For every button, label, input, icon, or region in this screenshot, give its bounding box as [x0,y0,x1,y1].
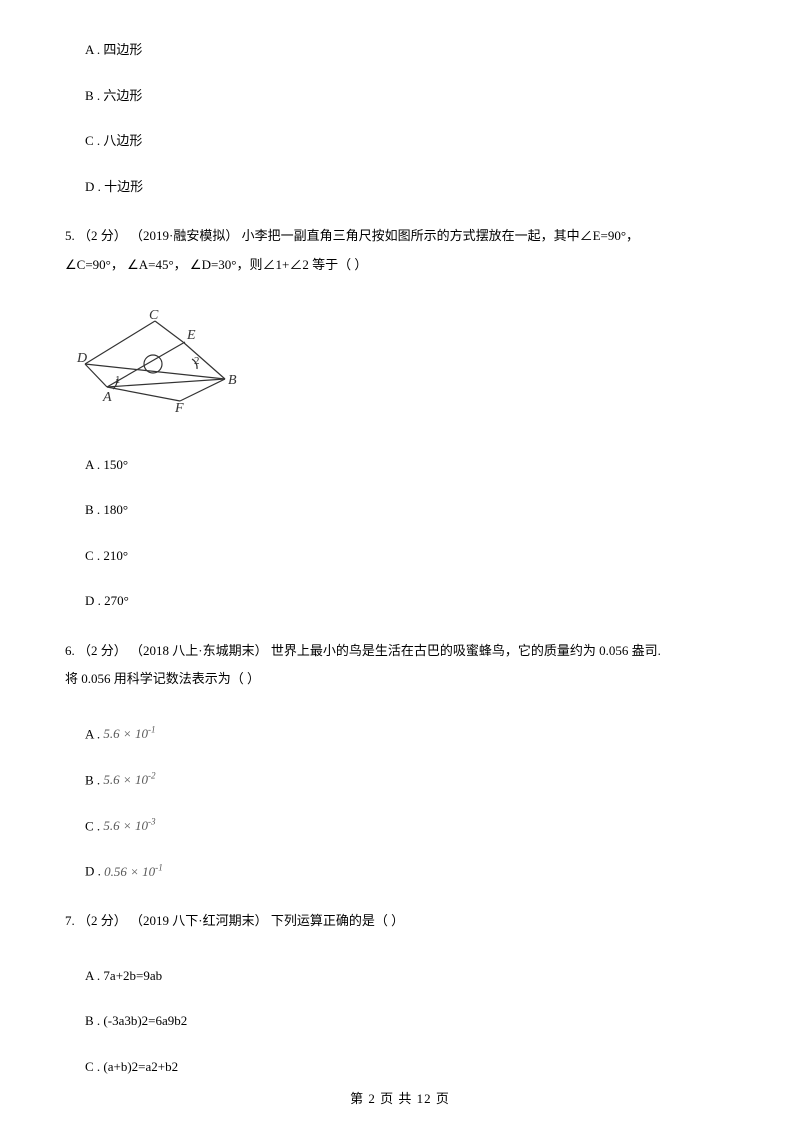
option-d: D . 十边形 [65,177,735,197]
q6-option-b: B . 5.6 × 10-2 [65,770,735,790]
q6-c-exp: -3 [148,817,156,827]
q7-option-c: C . (a+b)2=a2+b2 [65,1057,735,1077]
q6-d-prefix: D . [85,864,104,879]
q5-figure: C E D B A F 1 2 [75,309,735,425]
q6-option-c: C . 5.6 × 10-3 [65,816,735,836]
q6-a-exp: -1 [148,725,156,735]
q5-option-a: A . 150° [65,455,735,475]
q5-option-c: C . 210° [65,546,735,566]
q6-c-prefix: C . [85,818,103,833]
q6-d-exp: -1 [155,862,163,872]
option-a: A . 四边形 [65,40,735,60]
q6-b-prefix: B . [85,772,103,787]
q5-option-d: D . 270° [65,591,735,611]
label-ang1: 1 [115,374,121,386]
q7-option-a: A . 7a+2b=9ab [65,966,735,986]
page-footer: 第 2 页 共 12 页 [0,1089,800,1109]
q6-a-prefix: A . [85,726,103,741]
question-6-stem: 6. （2 分） （2018 八上·东城期末） 世界上最小的鸟是生活在古巴的吸蜜… [65,637,735,694]
label-ang2: 2 [194,355,200,367]
q5-line1: 5. （2 分） （2019·融安模拟） 小李把一副直角三角尺按如图所示的方式摆… [65,228,639,243]
question-5-stem: 5. （2 分） （2019·融安模拟） 小李把一副直角三角尺按如图所示的方式摆… [65,222,735,279]
label-B: B [228,373,237,388]
q5-option-b: B . 180° [65,500,735,520]
q6-line2: 将 0.056 用科学记数法表示为（ ） [65,671,260,686]
label-E: E [186,328,196,343]
q6-option-d: D . 0.56 × 10-1 [65,861,735,881]
option-b: B . 六边形 [65,86,735,106]
q6-c-math: 5.6 × 10 [103,818,148,833]
q6-b-math: 5.6 × 10 [103,772,148,787]
label-A: A [102,390,112,405]
q7-option-b: B . (-3a3b)2=6a9b2 [65,1011,735,1031]
q6-b-exp: -2 [148,771,156,781]
label-D: D [76,351,87,366]
q6-line1: 6. （2 分） （2018 八上·东城期末） 世界上最小的鸟是生活在古巴的吸蜜… [65,643,661,658]
q6-option-a: A . 5.6 × 10-1 [65,724,735,744]
q6-a-math: 5.6 × 10 [103,726,148,741]
option-c: C . 八边形 [65,131,735,151]
q6-d-math: 0.56 × 10 [104,864,155,879]
label-C: C [149,309,159,323]
q5-line2: ∠C=90°， ∠A=45°， ∠D=30°，则∠1+∠2 等于（ ） [65,257,367,272]
question-7-stem: 7. （2 分） （2019 八下·红河期末） 下列运算正确的是（ ） [65,907,735,936]
label-F: F [174,401,184,416]
